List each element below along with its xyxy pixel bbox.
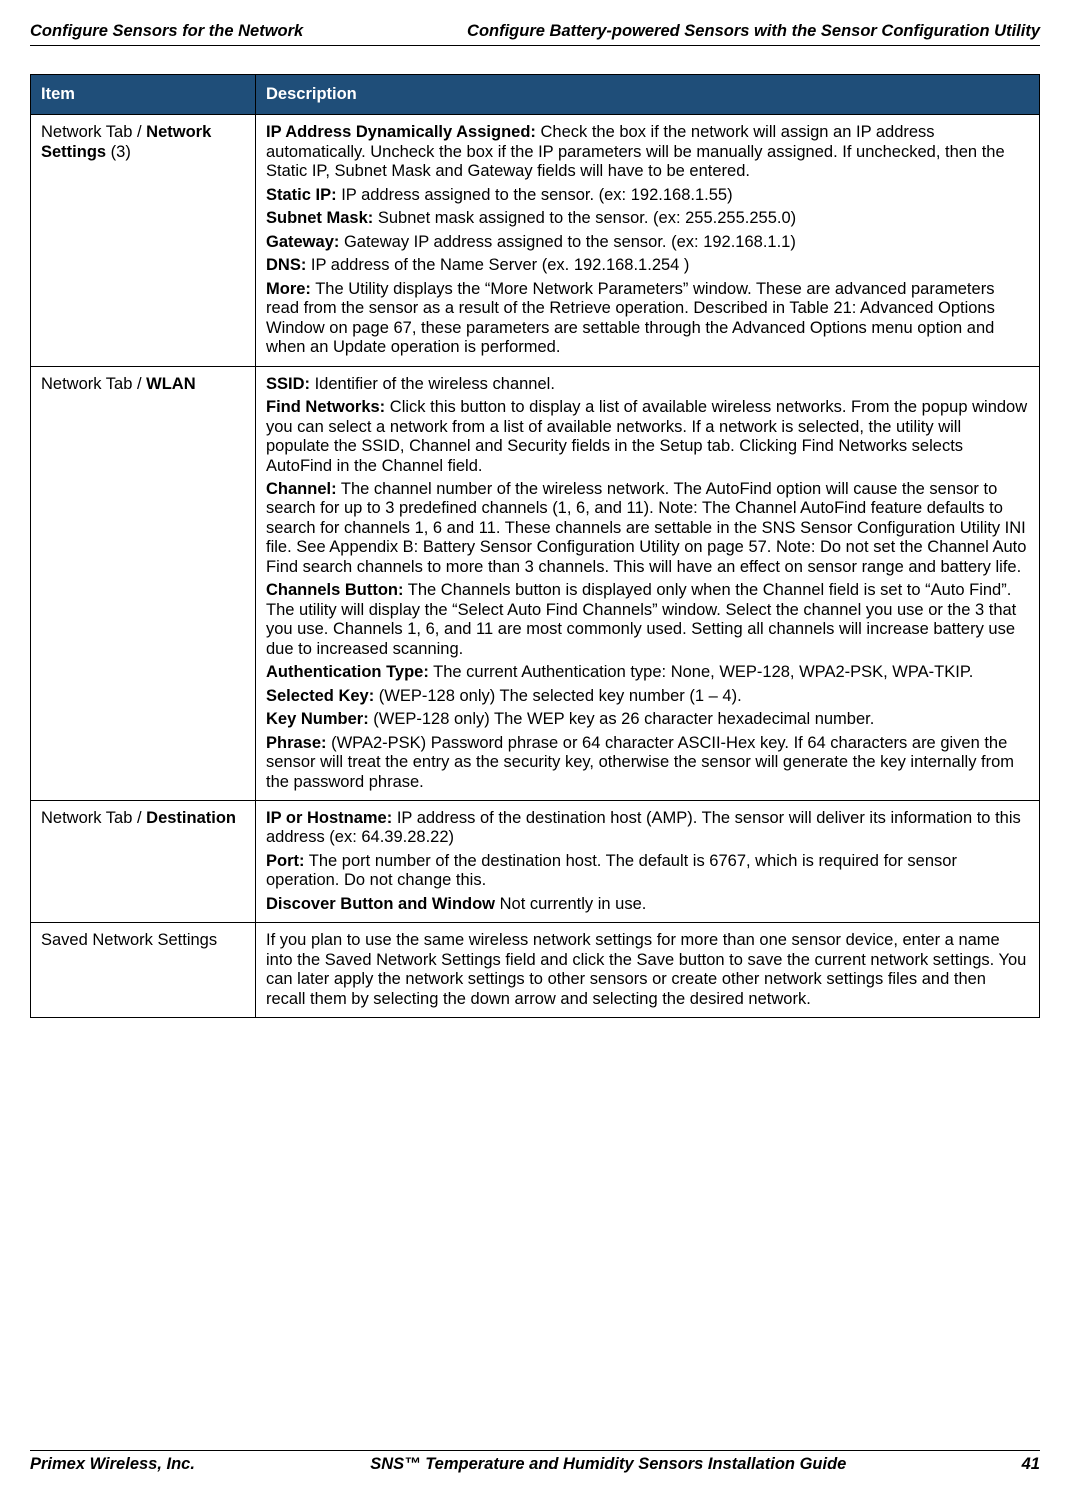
- field-text: (WEP-128 only) The selected key number (…: [374, 687, 741, 705]
- field-label: Selected Key:: [266, 687, 374, 705]
- desc-field: Authentication Type: The current Authent…: [266, 663, 1029, 682]
- field-label: Channel:: [266, 480, 337, 498]
- desc-field: SSID: Identifier of the wireless channel…: [266, 375, 1029, 394]
- field-label: Find Networks:: [266, 398, 385, 416]
- footer-left: Primex Wireless, Inc.: [30, 1455, 195, 1474]
- field-text: Identifier of the wireless channel.: [310, 375, 555, 393]
- field-label: Phrase:: [266, 734, 327, 752]
- desc-field: Find Networks: Click this button to disp…: [266, 398, 1029, 476]
- desc-cell: If you plan to use the same wireless net…: [256, 923, 1040, 1018]
- field-text: If you plan to use the same wireless net…: [266, 931, 1026, 1007]
- desc-field: Discover Button and Window Not currently…: [266, 895, 1029, 914]
- item-cell: Saved Network Settings: [31, 923, 256, 1018]
- desc-field: Phrase: (WPA2-PSK) Password phrase or 64…: [266, 734, 1029, 792]
- header-right: Configure Battery-powered Sensors with t…: [467, 22, 1040, 41]
- item-suffix: (3): [106, 143, 131, 161]
- field-label: Channels Button:: [266, 581, 404, 599]
- table-row: Network Tab / Destination IP or Hostname:…: [31, 801, 1040, 923]
- item-cell: Network Tab / Destination: [31, 801, 256, 923]
- header-rule: [30, 45, 1040, 46]
- table-body: Network Tab / Network Settings (3)IP Add…: [31, 115, 1040, 1018]
- desc-field: IP or Hostname: IP address of the destin…: [266, 809, 1029, 848]
- desc-field: Channel: The channel number of the wirel…: [266, 480, 1029, 577]
- desc-field: Gateway: Gateway IP address assigned to …: [266, 233, 1029, 252]
- item-prefix: Network Tab /: [41, 809, 146, 827]
- header-left: Configure Sensors for the Network: [30, 22, 303, 41]
- item-prefix: Network Tab /: [41, 375, 146, 393]
- item-prefix: Network Tab /: [41, 123, 146, 141]
- table-row: Network Tab / Network Settings (3)IP Add…: [31, 115, 1040, 366]
- desc-field: Static IP: IP address assigned to the se…: [266, 186, 1029, 205]
- config-table: Item Description Network Tab / Network S…: [30, 74, 1040, 1018]
- field-label: Subnet Mask:: [266, 209, 373, 227]
- field-text: The Utility displays the “More Network P…: [266, 280, 995, 356]
- field-text: Not currently in use.: [495, 895, 646, 913]
- field-label: More:: [266, 280, 311, 298]
- field-text: The channel number of the wireless netwo…: [266, 480, 1026, 576]
- table-row: Network Tab / WLAN SSID: Identifier of th…: [31, 366, 1040, 800]
- footer-center: SNS™ Temperature and Humidity Sensors In…: [370, 1455, 846, 1474]
- desc-field: Channels Button: The Channels button is …: [266, 581, 1029, 659]
- desc-field: DNS: IP address of the Name Server (ex. …: [266, 256, 1029, 275]
- field-label: Static IP:: [266, 186, 337, 204]
- field-text: IP address assigned to the sensor. (ex: …: [337, 186, 733, 204]
- field-text: IP address of the Name Server (ex. 192.1…: [306, 256, 689, 274]
- desc-field: IP Address Dynamically Assigned: Check t…: [266, 123, 1029, 181]
- col-header-desc: Description: [256, 75, 1040, 115]
- field-label: IP Address Dynamically Assigned:: [266, 123, 536, 141]
- desc-field: Subnet Mask: Subnet mask assigned to the…: [266, 209, 1029, 228]
- desc-cell: IP or Hostname: IP address of the destin…: [256, 801, 1040, 923]
- desc-field: Key Number: (WEP-128 only) The WEP key a…: [266, 710, 1029, 729]
- item-bold: Destination: [146, 809, 236, 827]
- field-text: Gateway IP address assigned to the senso…: [339, 233, 795, 251]
- field-label: Gateway:: [266, 233, 339, 251]
- field-text: Subnet mask assigned to the sensor. (ex:…: [373, 209, 796, 227]
- desc-cell: IP Address Dynamically Assigned: Check t…: [256, 115, 1040, 366]
- field-text: (WPA2-PSK) Password phrase or 64 charact…: [266, 734, 1014, 791]
- footer-right: 41: [1022, 1455, 1040, 1474]
- field-label: Port:: [266, 852, 305, 870]
- item-bold: WLAN: [146, 375, 195, 393]
- field-label: SSID:: [266, 375, 310, 393]
- desc-field: Port: The port number of the destination…: [266, 852, 1029, 891]
- field-label: IP or Hostname:: [266, 809, 392, 827]
- field-text: (WEP-128 only) The WEP key as 26 charact…: [369, 710, 875, 728]
- item-cell: Network Tab / Network Settings (3): [31, 115, 256, 366]
- item-cell: Network Tab / WLAN: [31, 366, 256, 800]
- field-label: Discover Button and Window: [266, 895, 495, 913]
- page-footer: Primex Wireless, Inc. SNS™ Temperature a…: [30, 1450, 1040, 1474]
- desc-field: Selected Key: (WEP-128 only) The selecte…: [266, 687, 1029, 706]
- field-label: Key Number:: [266, 710, 369, 728]
- table-row: Saved Network Settings If you plan to use…: [31, 923, 1040, 1018]
- field-text: The port number of the destination host.…: [266, 852, 957, 889]
- page-header: Configure Sensors for the Network Config…: [30, 22, 1040, 45]
- desc-field: If you plan to use the same wireless net…: [266, 931, 1029, 1009]
- table-header-row: Item Description: [31, 75, 1040, 115]
- footer-rule: [30, 1450, 1040, 1451]
- desc-cell: SSID: Identifier of the wireless channel…: [256, 366, 1040, 800]
- col-header-item: Item: [31, 75, 256, 115]
- item-suffix: Saved Network Settings: [41, 931, 217, 949]
- desc-field: More: The Utility displays the “More Net…: [266, 280, 1029, 358]
- field-label: Authentication Type:: [266, 663, 429, 681]
- field-text: The current Authentication type: None, W…: [429, 663, 973, 681]
- field-label: DNS:: [266, 256, 306, 274]
